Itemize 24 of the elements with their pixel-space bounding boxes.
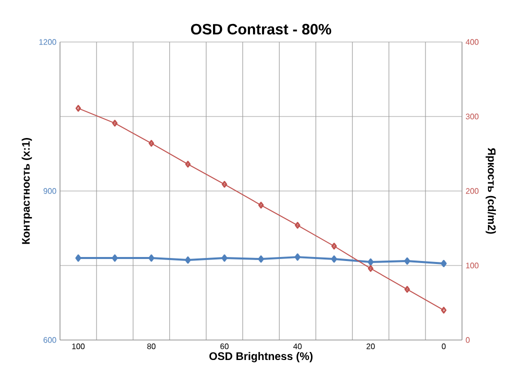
point [440, 260, 447, 268]
x-axis-title: OSD Brightness (%) [209, 352, 313, 362]
point [112, 120, 118, 127]
chart-title: OSD Contrast - 80% [191, 24, 332, 34]
point [222, 254, 228, 262]
point [185, 160, 191, 168]
point [368, 265, 374, 272]
point [148, 140, 154, 147]
point [404, 286, 410, 293]
point [75, 254, 82, 262]
point [404, 257, 410, 265]
point [368, 258, 374, 266]
point [258, 255, 264, 263]
point [294, 253, 300, 261]
point [331, 242, 337, 250]
point [222, 180, 228, 188]
point [184, 256, 191, 264]
y2-axis-title: Яркость (cd/m2) [486, 148, 496, 234]
point [148, 254, 154, 262]
point [112, 254, 118, 262]
point [294, 222, 300, 229]
point [331, 255, 338, 263]
point [258, 202, 264, 209]
y-axis-title: Контрастность (x:1) [22, 138, 32, 244]
